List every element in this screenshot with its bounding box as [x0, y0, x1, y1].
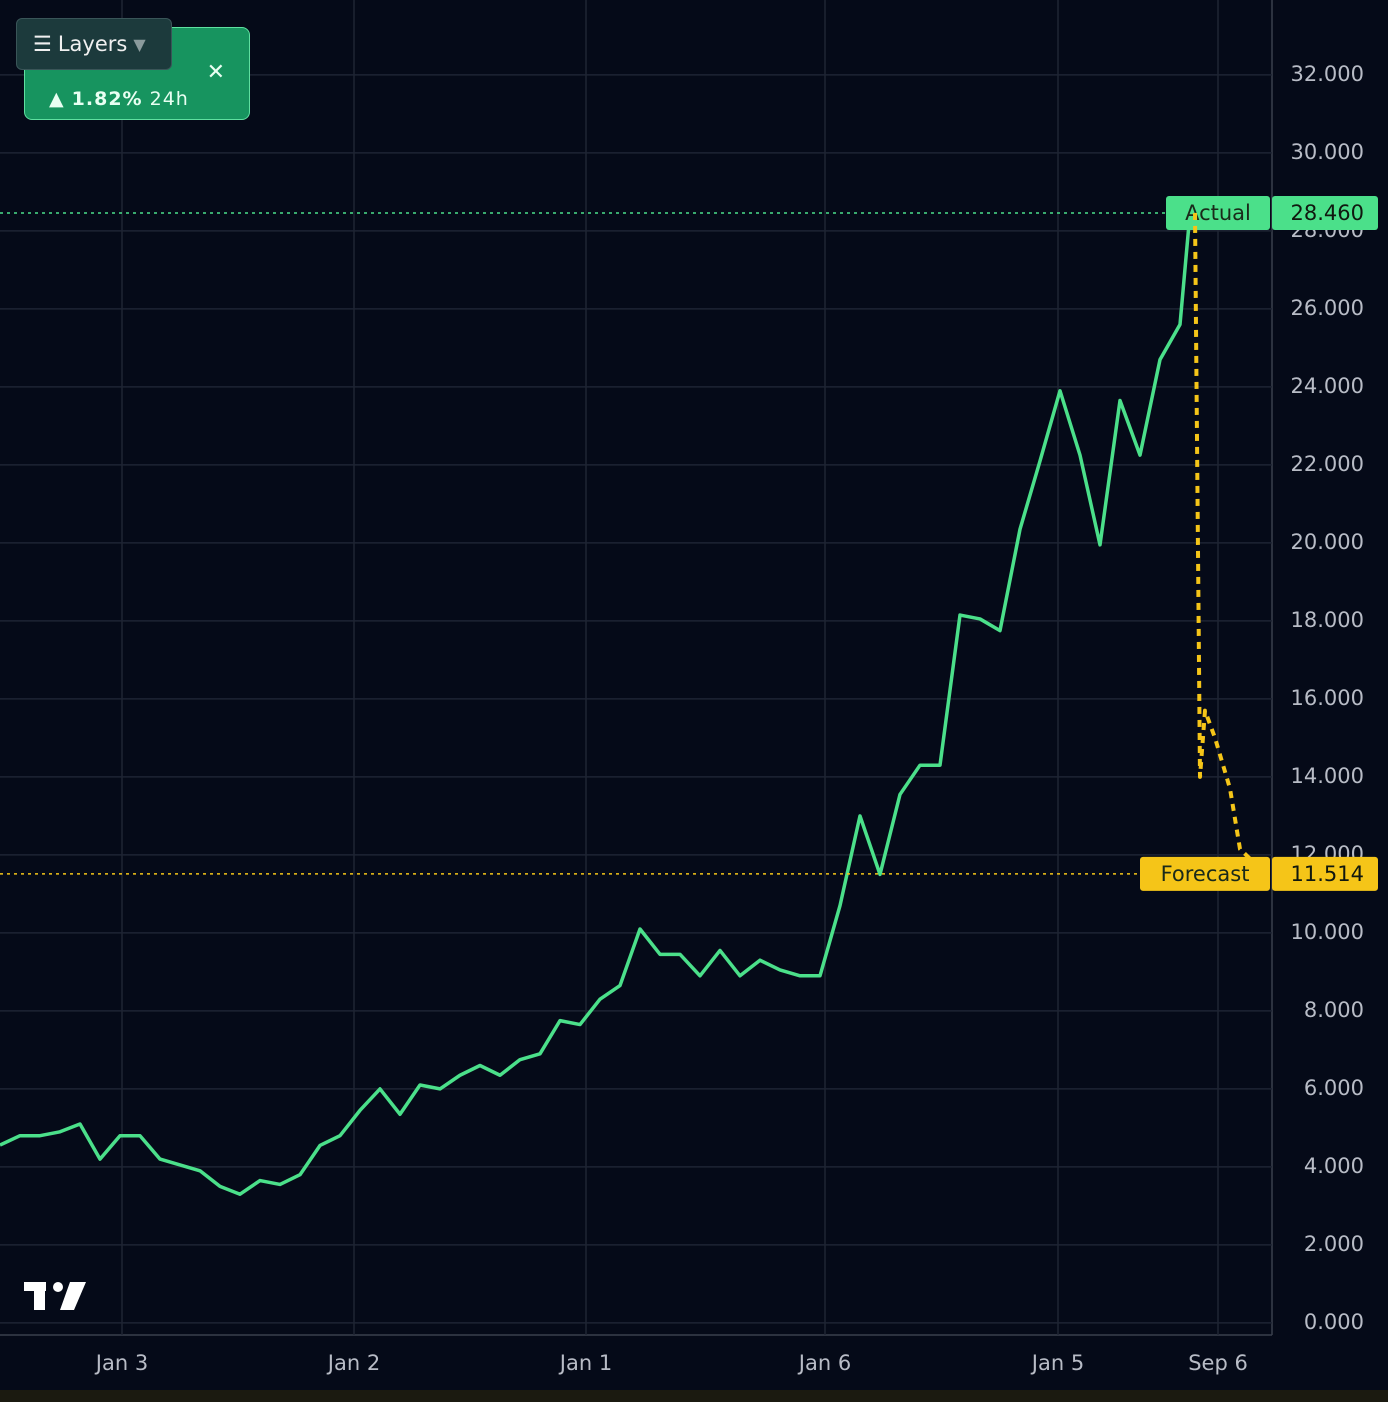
y-tick-label: 32.000	[1291, 62, 1364, 86]
price-line-name: Actual	[1185, 201, 1251, 225]
y-tick-label: 8.000	[1304, 998, 1364, 1022]
price-line-name-box	[1140, 856, 1270, 891]
x-tick-label: Jan 6	[797, 1351, 851, 1375]
change-period: 24h	[149, 88, 189, 110]
y-tick-label: 20.000	[1291, 530, 1364, 554]
y-tick-label: 30.000	[1291, 140, 1364, 164]
price-line-name-box	[1166, 195, 1270, 230]
x-tick-label: Jan 5	[1030, 1351, 1084, 1375]
series-line	[1193, 212, 1252, 861]
bottom-strip	[0, 1390, 1388, 1402]
price-line-value: 28.460	[1291, 201, 1364, 225]
close-button[interactable]: ✕	[206, 60, 225, 85]
change-value: 1.82%	[71, 88, 143, 110]
price-line-value: 11.514	[1291, 862, 1364, 886]
price-line-value-box	[1272, 195, 1378, 230]
tradingview-logo	[24, 1282, 86, 1310]
y-tick-label: 18.000	[1291, 608, 1364, 632]
y-tick-label: 6.000	[1304, 1076, 1364, 1100]
x-tick-label: Sep 6	[1188, 1351, 1248, 1375]
series-line	[0, 212, 1192, 1196]
price-line-name: Forecast	[1161, 862, 1250, 886]
y-tick-label: 10.000	[1291, 920, 1364, 944]
y-tick-label: 2.000	[1304, 1232, 1364, 1256]
price-line-value-box	[1272, 856, 1378, 891]
y-tick-label: 14.000	[1291, 764, 1364, 788]
x-tick-label: Jan 1	[558, 1351, 612, 1375]
y-tick-label: 24.000	[1291, 374, 1364, 398]
change: ▲ 1.82% 24h	[49, 88, 189, 110]
layers-button[interactable]: ☰ Layers ▼	[16, 18, 172, 70]
y-tick-label: 22.000	[1291, 452, 1364, 476]
dropdown-arrow: ▼	[133, 34, 146, 54]
layers-label: Layers	[57, 32, 128, 56]
y-tick-label: 0.000	[1304, 1310, 1364, 1334]
y-tick-label: 4.000	[1304, 1154, 1364, 1178]
x-tick-label: Jan 3	[94, 1351, 148, 1375]
x-tick-label: Jan 2	[326, 1351, 380, 1375]
y-tick-label: 26.000	[1291, 296, 1364, 320]
y-tick-label: 16.000	[1291, 686, 1364, 710]
